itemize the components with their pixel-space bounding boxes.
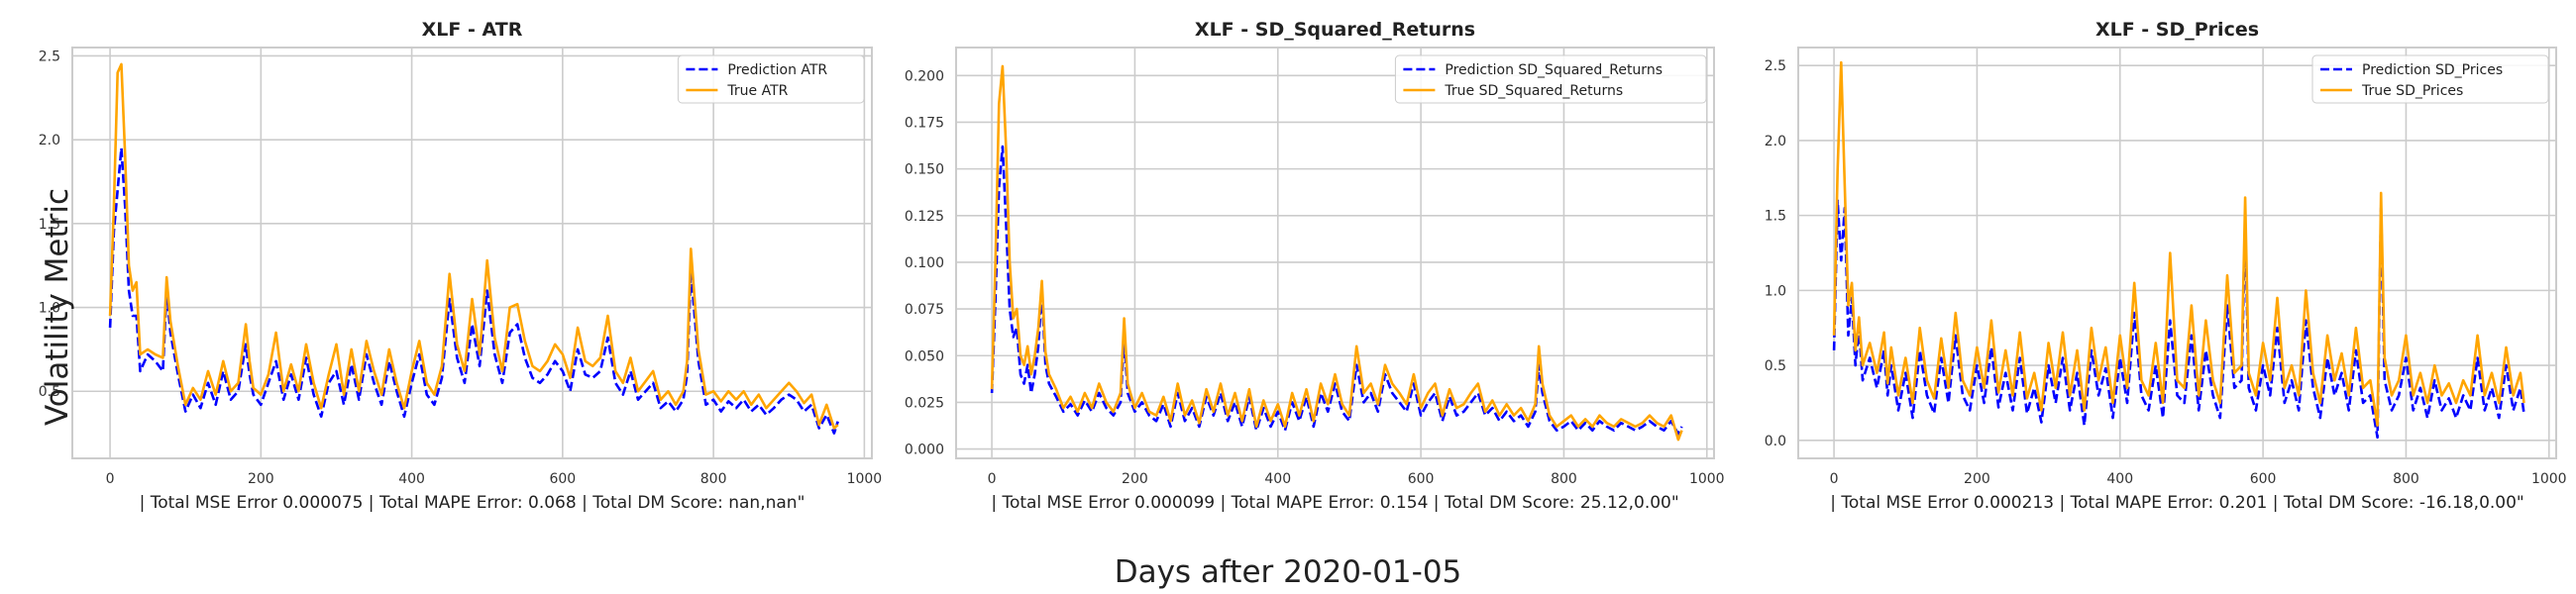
- y-tick-label: 1.0: [1765, 283, 1786, 299]
- figure-y-label-text: Volatility Metric: [40, 187, 75, 427]
- series-line-true: [108, 62, 839, 430]
- series-line-prediction: [1832, 199, 2525, 440]
- y-tick-label: 0.000: [905, 443, 944, 458]
- legend-entry: True SD_Squared_Returns: [1444, 83, 1623, 99]
- axes-frame: [1797, 47, 2557, 459]
- subplot-2: 0 200 400 600 800 1000 0.000 0.025 0.050 0.075 0.1…: [905, 19, 1725, 513]
- series-line-prediction: [990, 145, 1683, 436]
- legend-entry: True ATR: [726, 83, 788, 99]
- y-tick-label: 0.100: [905, 255, 944, 271]
- y-tick-label: 1.0: [39, 301, 60, 317]
- axes-frame: [71, 47, 873, 459]
- plot-area: [956, 48, 1714, 458]
- y-tick-label: 0.150: [905, 162, 944, 178]
- legend-box: [2311, 54, 2549, 104]
- y-tick-label: 2.5: [39, 49, 60, 64]
- x-axis-label: | Total MSE Error 0.000099 | Total MAPE …: [991, 493, 1678, 513]
- y-tick-label: 2.0: [1765, 134, 1786, 149]
- x-tick-label: 400: [1264, 471, 1291, 487]
- y-tick-label: 0.050: [905, 348, 944, 364]
- x-tick-label: 400: [2106, 471, 2133, 487]
- series-line-true: [990, 64, 1683, 442]
- x-tick-label: 600: [2250, 471, 2277, 487]
- legend-box: [1394, 54, 1707, 104]
- x-tick-label: 600: [549, 471, 576, 487]
- axes-frame: [955, 47, 1715, 459]
- legend-entry: Prediction SD_Prices: [2362, 62, 2503, 78]
- legend: Prediction SD_Squared_Returns True SD_Squ…: [1394, 54, 1707, 104]
- y-tick-label: 0.0: [1765, 434, 1786, 449]
- y-tick-label: 2.5: [1765, 58, 1786, 74]
- plot-area: [72, 48, 872, 458]
- x-tick-label: 200: [1964, 471, 1990, 487]
- x-tick-label: 200: [248, 471, 274, 487]
- x-tick-label: 800: [2393, 471, 2419, 487]
- figure-x-label: Days after 2020-01-05: [1114, 554, 1462, 590]
- y-tick-label: 0.025: [905, 395, 944, 411]
- series-line-prediction: [108, 147, 839, 435]
- subplot-1: 0 200 400 600 800 1000 0.5 1.0 1.5 2.0 2.5 XLF - AT…: [39, 19, 882, 513]
- legend-entry: True SD_Prices: [2361, 83, 2463, 99]
- x-tick-label: 1000: [1689, 471, 1725, 487]
- legend: Prediction ATR True ATR: [677, 54, 865, 104]
- y-tick-label: 0.5: [39, 384, 60, 400]
- y-tick-label: 1.5: [39, 217, 60, 233]
- y-tick-label: 2.0: [39, 133, 60, 148]
- y-tick-label: 0.200: [905, 68, 944, 84]
- subplot-3: 0 200 400 600 800 1000 0.0 0.5 1.0 1.5 2.0 2.5 XLF -…: [1765, 19, 2567, 513]
- x-tick-label: 0: [1830, 471, 1839, 487]
- x-tick-label: 800: [700, 471, 727, 487]
- x-tick-label: 200: [1122, 471, 1148, 487]
- x-tick-label: 1000: [847, 471, 883, 487]
- x-tick-label: 400: [398, 471, 425, 487]
- legend-box: [677, 54, 865, 104]
- legend-entry: Prediction ATR: [727, 62, 827, 78]
- y-tick-label: 0.075: [905, 302, 944, 318]
- legend-entry: Prediction SD_Squared_Returns: [1445, 62, 1663, 78]
- x-tick-label: 800: [1551, 471, 1577, 487]
- x-tick-label: 0: [106, 471, 115, 487]
- y-tick-label: 0.175: [905, 115, 944, 131]
- figure-y-label: Volatility Metric: [28, 178, 87, 436]
- chart-title: XLF - SD_Prices: [2095, 19, 2259, 41]
- series-line-true: [1832, 60, 2525, 428]
- chart-title: XLF - SD_Squared_Returns: [1195, 19, 1475, 41]
- x-tick-label: 600: [1408, 471, 1435, 487]
- x-tick-label: 0: [988, 471, 997, 487]
- chart-title: XLF - ATR: [422, 19, 523, 41]
- y-tick-label: 0.125: [905, 209, 944, 225]
- x-axis-label: | Total MSE Error 0.000075 | Total MAPE …: [140, 493, 805, 513]
- x-tick-label: 1000: [2531, 471, 2567, 487]
- y-tick-label: 1.5: [1765, 209, 1786, 225]
- y-tick-label: 0.5: [1765, 358, 1786, 374]
- legend: Prediction SD_Prices True SD_Prices: [2311, 54, 2549, 104]
- x-axis-label: | Total MSE Error 0.000213 | Total MAPE …: [1830, 493, 2524, 513]
